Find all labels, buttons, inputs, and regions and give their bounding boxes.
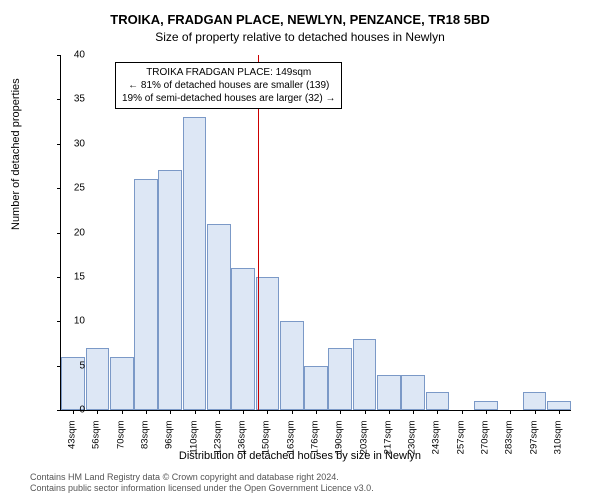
x-tick-mark	[122, 410, 123, 414]
histogram-bar	[280, 321, 304, 410]
x-tick-label: 123sqm	[212, 421, 223, 461]
x-tick-mark	[535, 410, 536, 414]
x-tick-label: 203sqm	[358, 421, 369, 461]
x-tick-mark	[365, 410, 366, 414]
y-tick-label: 0	[79, 405, 85, 416]
y-tick-mark	[57, 188, 61, 189]
x-tick-label: 176sqm	[310, 421, 321, 461]
y-tick-mark	[57, 99, 61, 100]
x-tick-label: 136sqm	[237, 421, 248, 461]
x-tick-label: 56sqm	[91, 421, 102, 461]
histogram-bar	[523, 392, 547, 410]
x-tick-label: 283sqm	[504, 421, 515, 461]
histogram-bar	[231, 268, 255, 410]
y-tick-label: 40	[74, 50, 85, 61]
footer-attribution: Contains HM Land Registry data © Crown c…	[30, 472, 374, 495]
footer-line1: Contains HM Land Registry data © Crown c…	[30, 472, 374, 483]
footer-line2: Contains public sector information licen…	[30, 483, 374, 494]
x-tick-label: 83sqm	[140, 421, 151, 461]
annotation-box: TROIKA FRADGAN PLACE: 149sqm← 81% of det…	[115, 62, 342, 109]
x-tick-label: 243sqm	[431, 421, 442, 461]
histogram-bar	[401, 375, 425, 411]
histogram-bar	[426, 392, 450, 410]
x-tick-label: 190sqm	[334, 421, 345, 461]
x-tick-mark	[292, 410, 293, 414]
x-tick-mark	[389, 410, 390, 414]
x-tick-label: 150sqm	[261, 421, 272, 461]
histogram-bar	[304, 366, 328, 410]
x-tick-mark	[510, 410, 511, 414]
y-tick-label: 25	[74, 183, 85, 194]
x-tick-label: 230sqm	[407, 421, 418, 461]
x-tick-mark	[170, 410, 171, 414]
annotation-line2: ← 81% of detached houses are smaller (13…	[122, 79, 335, 92]
x-tick-label: 217sqm	[382, 421, 393, 461]
annotation-line3: 19% of semi-detached houses are larger (…	[122, 92, 335, 105]
histogram-bar	[256, 277, 280, 410]
y-axis-label: Number of detached properties	[10, 78, 22, 230]
x-tick-label: 297sqm	[528, 421, 539, 461]
x-tick-label: 270sqm	[480, 421, 491, 461]
histogram-bar	[86, 348, 110, 410]
x-tick-label: 96sqm	[164, 421, 175, 461]
histogram-bar	[547, 401, 571, 410]
y-tick-mark	[57, 277, 61, 278]
y-tick-label: 30	[74, 138, 85, 149]
x-tick-mark	[437, 410, 438, 414]
x-tick-label: 310sqm	[552, 421, 563, 461]
histogram-bar	[158, 170, 182, 410]
histogram-bar	[328, 348, 352, 410]
x-tick-mark	[316, 410, 317, 414]
histogram-bar	[377, 375, 401, 411]
histogram-bar	[110, 357, 134, 410]
y-tick-mark	[57, 410, 61, 411]
x-tick-mark	[97, 410, 98, 414]
chart-title-main: TROIKA, FRADGAN PLACE, NEWLYN, PENZANCE,…	[0, 12, 600, 27]
x-tick-mark	[559, 410, 560, 414]
x-tick-mark	[486, 410, 487, 414]
y-tick-label: 15	[74, 271, 85, 282]
y-tick-label: 10	[74, 316, 85, 327]
y-tick-mark	[57, 233, 61, 234]
annotation-line1: TROIKA FRADGAN PLACE: 149sqm	[122, 66, 335, 79]
x-tick-label: 70sqm	[115, 421, 126, 461]
x-tick-label: 257sqm	[455, 421, 466, 461]
histogram-bar	[183, 117, 207, 410]
x-tick-label: 43sqm	[67, 421, 78, 461]
y-tick-label: 35	[74, 94, 85, 105]
chart-title-sub: Size of property relative to detached ho…	[0, 30, 600, 44]
y-tick-label: 20	[74, 227, 85, 238]
x-tick-mark	[267, 410, 268, 414]
histogram-bar	[474, 401, 498, 410]
histogram-bar	[134, 179, 158, 410]
y-tick-mark	[57, 321, 61, 322]
y-tick-label: 5	[79, 360, 85, 371]
x-tick-mark	[195, 410, 196, 414]
x-tick-mark	[462, 410, 463, 414]
x-tick-mark	[413, 410, 414, 414]
x-tick-mark	[73, 410, 74, 414]
x-tick-label: 163sqm	[285, 421, 296, 461]
x-tick-mark	[340, 410, 341, 414]
y-tick-mark	[57, 144, 61, 145]
y-tick-mark	[57, 55, 61, 56]
histogram-bar	[207, 224, 231, 410]
histogram-bar	[353, 339, 377, 410]
x-tick-mark	[146, 410, 147, 414]
x-tick-mark	[219, 410, 220, 414]
x-tick-label: 110sqm	[188, 421, 199, 461]
x-tick-mark	[243, 410, 244, 414]
